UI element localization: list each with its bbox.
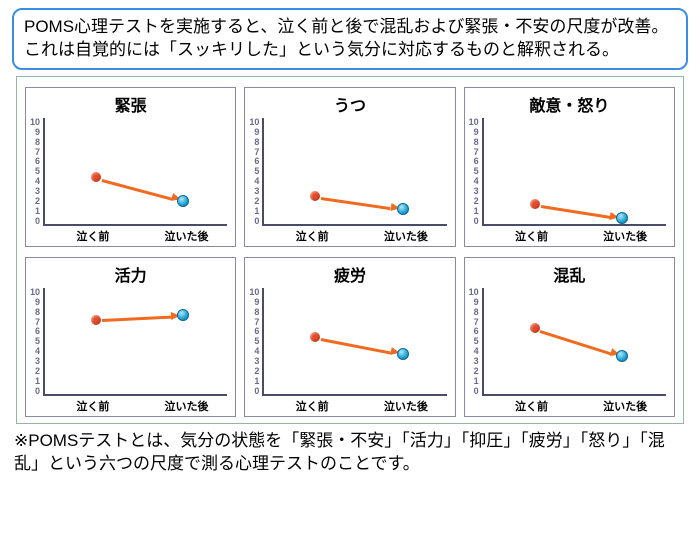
plot-area — [482, 118, 666, 226]
x-axis-labels: 泣く前泣いた後 — [247, 228, 452, 244]
trend-arrow — [540, 330, 611, 355]
y-axis-labels: 109876543210 — [247, 288, 262, 396]
charts-grid: 緊張 109876543210 泣く前泣いた後 うつ 109876543210 泣く前泣い… — [16, 76, 684, 424]
y-axis-labels: 109876543210 — [467, 118, 482, 226]
point-before — [91, 172, 101, 182]
chart-title: 緊張 — [28, 92, 233, 116]
chart-panel: 混乱 109876543210 泣く前泣いた後 — [464, 257, 675, 417]
summary-text: POMS心理テストを実施すると、泣く前と後で混乱および緊張・不安の尺度が改善。こ… — [24, 17, 668, 59]
y-axis-labels: 109876543210 — [28, 288, 43, 396]
point-before — [310, 332, 320, 342]
x-axis-labels: 泣く前泣いた後 — [467, 398, 672, 414]
point-after — [177, 195, 189, 207]
chart-title: うつ — [247, 92, 452, 116]
plot-area — [262, 288, 446, 396]
point-after — [397, 203, 409, 215]
trend-arrow — [321, 338, 391, 354]
plot-area — [43, 288, 227, 396]
chart-title: 敵意・怒り — [467, 92, 672, 116]
chart-panel: 緊張 109876543210 泣く前泣いた後 — [25, 87, 236, 247]
point-after — [177, 309, 189, 321]
footnote: ※POMSテストとは、気分の状態を「緊張・不安」「活力」「抑圧」「疲労」「怒り」… — [14, 430, 686, 476]
chart-title: 活力 — [28, 262, 233, 286]
trend-arrow — [540, 205, 610, 218]
trend-arrow — [101, 179, 172, 200]
y-axis-labels: 109876543210 — [467, 288, 482, 396]
trend-arrow — [321, 197, 391, 210]
x-axis-labels: 泣く前泣いた後 — [28, 398, 233, 414]
point-after — [397, 348, 409, 360]
chart-panel: 活力 109876543210 泣く前泣いた後 — [25, 257, 236, 417]
chart-panel: うつ 109876543210 泣く前泣いた後 — [244, 87, 455, 247]
chart-title: 混乱 — [467, 262, 672, 286]
point-before — [310, 191, 320, 201]
point-before — [91, 315, 101, 325]
chart-panel: 敵意・怒り 109876543210 泣く前泣いた後 — [464, 87, 675, 247]
x-axis-labels: 泣く前泣いた後 — [247, 398, 452, 414]
chart-panel: 疲労 109876543210 泣く前泣いた後 — [244, 257, 455, 417]
y-axis-labels: 109876543210 — [247, 118, 262, 226]
y-axis-labels: 109876543210 — [28, 118, 43, 226]
point-before — [530, 323, 540, 333]
summary-callout: POMS心理テストを実施すると、泣く前と後で混乱および緊張・不安の尺度が改善。こ… — [12, 8, 688, 70]
plot-area — [43, 118, 227, 226]
x-axis-labels: 泣く前泣いた後 — [28, 228, 233, 244]
footnote-text: ※POMSテストとは、気分の状態を「緊張・不安」「活力」「抑圧」「疲労」「怒り」… — [14, 431, 665, 473]
x-axis-labels: 泣く前泣いた後 — [467, 228, 672, 244]
plot-area — [262, 118, 446, 226]
chart-title: 疲労 — [247, 262, 452, 286]
point-after — [616, 350, 628, 362]
plot-area — [482, 288, 666, 396]
trend-arrow — [102, 316, 171, 322]
point-after — [616, 212, 628, 224]
point-before — [530, 199, 540, 209]
